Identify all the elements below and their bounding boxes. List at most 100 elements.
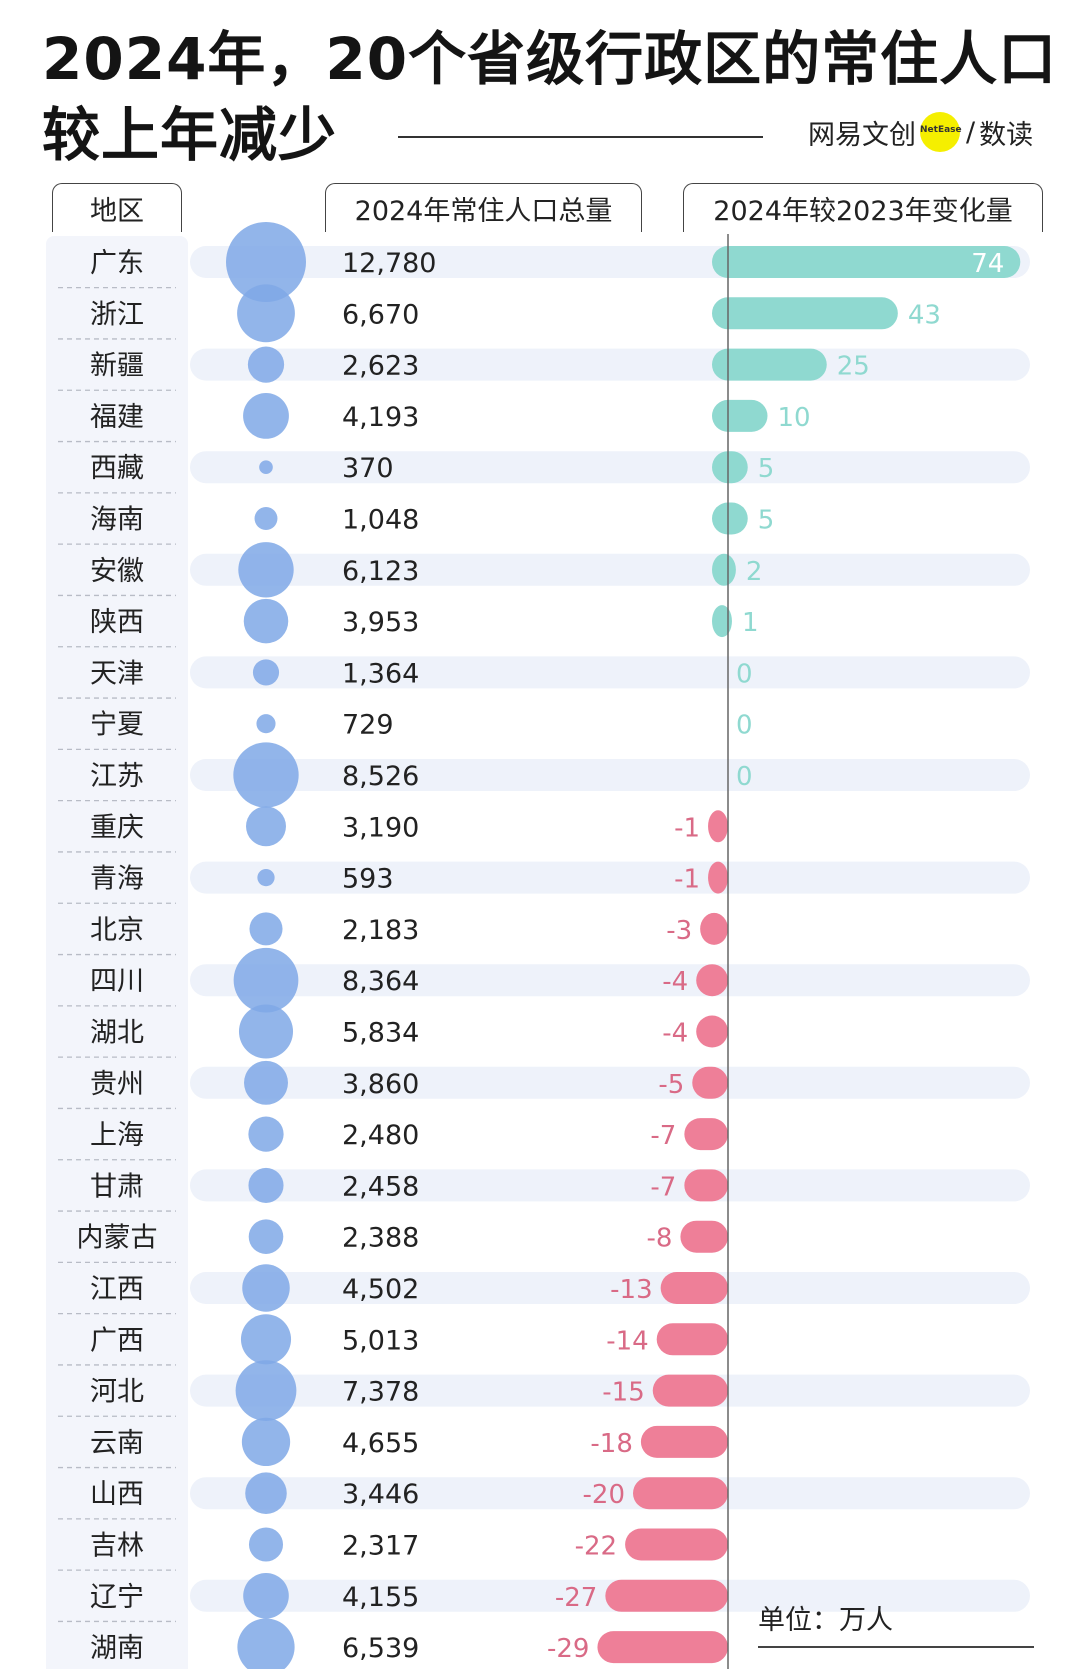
chart-title-line-2: 较上年减少 bbox=[42, 101, 338, 169]
change-value: -18 bbox=[590, 1429, 632, 1459]
region-label: 北京 bbox=[90, 915, 144, 946]
change-bar-negative bbox=[680, 1220, 728, 1253]
brand-sub: 数读 bbox=[979, 119, 1034, 151]
population-value: 2,388 bbox=[342, 1223, 419, 1254]
change-bar-negative bbox=[684, 1169, 728, 1202]
population-bubble bbox=[259, 460, 273, 475]
brand-slash: / bbox=[966, 116, 976, 148]
population-value: 1,364 bbox=[342, 658, 419, 689]
population-value: 6,670 bbox=[342, 299, 419, 330]
population-bubble bbox=[226, 222, 306, 302]
row-band bbox=[190, 1066, 1030, 1099]
change-value: -27 bbox=[555, 1583, 597, 1613]
title-divider bbox=[398, 136, 763, 138]
change-value: -22 bbox=[575, 1532, 617, 1562]
region-label: 山西 bbox=[90, 1479, 144, 1510]
change-bar-negative bbox=[692, 1066, 728, 1099]
change-value: 0 bbox=[736, 762, 753, 792]
change-bar-negative bbox=[597, 1631, 728, 1664]
row-band bbox=[190, 1272, 1030, 1304]
population-value: 6,539 bbox=[342, 1633, 419, 1664]
population-bubble bbox=[237, 284, 295, 343]
change-bar-negative bbox=[605, 1579, 728, 1612]
change-value: -15 bbox=[602, 1378, 644, 1408]
population-value: 3,953 bbox=[342, 607, 419, 638]
region-label: 海南 bbox=[90, 505, 144, 536]
population-bubble bbox=[257, 868, 275, 887]
population-value: 8,526 bbox=[342, 761, 419, 792]
change-bar-positive bbox=[712, 246, 1021, 278]
change-value: 5 bbox=[758, 506, 775, 536]
change-value: -7 bbox=[650, 1172, 676, 1202]
population-value: 4,655 bbox=[342, 1428, 419, 1459]
change-bar-negative bbox=[708, 861, 728, 894]
change-value: -5 bbox=[658, 1070, 684, 1100]
population-bubble bbox=[244, 1060, 288, 1105]
row-band bbox=[190, 1477, 1030, 1510]
population-bubble bbox=[237, 1618, 295, 1669]
population-bubble bbox=[249, 912, 283, 946]
change-bar-negative bbox=[708, 810, 728, 843]
population-value: 2,458 bbox=[342, 1171, 419, 1202]
change-bar-negative bbox=[625, 1528, 728, 1561]
row-separators bbox=[58, 286, 176, 1623]
change-bar-positive bbox=[712, 502, 748, 535]
population-bubble bbox=[233, 947, 299, 1013]
population-bubble bbox=[243, 1572, 289, 1619]
change-bar-positive bbox=[712, 605, 732, 638]
change-value: -1 bbox=[674, 865, 700, 895]
unit-label: 单位：万人 bbox=[758, 1605, 893, 1636]
population-value: 729 bbox=[342, 710, 394, 741]
header-region: 地区 bbox=[52, 183, 182, 232]
region-label: 河北 bbox=[90, 1377, 144, 1408]
brand-dot-text: NetEase bbox=[920, 125, 962, 135]
region-column-panel bbox=[46, 236, 188, 1669]
population-bubble bbox=[246, 806, 286, 847]
population-bubble bbox=[247, 346, 285, 383]
region-label: 青海 bbox=[90, 864, 144, 895]
region-label: 内蒙古 bbox=[77, 1223, 158, 1254]
population-bubble bbox=[243, 392, 289, 439]
change-bar-negative bbox=[660, 1272, 728, 1304]
region-label: 福建 bbox=[90, 402, 144, 433]
population-value: 2,183 bbox=[342, 915, 419, 946]
change-value: -3 bbox=[666, 916, 692, 946]
population-value: 370 bbox=[342, 453, 394, 484]
population-bubble bbox=[238, 542, 294, 598]
population-bubble bbox=[242, 1264, 290, 1312]
change-value: 25 bbox=[837, 352, 870, 382]
change-value: -29 bbox=[547, 1634, 589, 1664]
region-label: 广西 bbox=[90, 1325, 144, 1356]
row-band bbox=[190, 1169, 1030, 1202]
row-band bbox=[190, 1374, 1030, 1407]
change-bar-positive bbox=[712, 553, 736, 586]
change-bar-negative bbox=[640, 1425, 728, 1458]
row-band bbox=[190, 656, 1030, 689]
population-value: 4,155 bbox=[342, 1582, 419, 1613]
population-bubble bbox=[233, 742, 299, 808]
population-value: 2,623 bbox=[342, 351, 419, 382]
change-bar-negative bbox=[633, 1477, 728, 1510]
population-value: 1,048 bbox=[342, 505, 419, 536]
header-population: 2024年常住人口总量 bbox=[325, 183, 642, 232]
population-bubble bbox=[252, 659, 280, 686]
change-bar-positive bbox=[712, 348, 827, 381]
change-bar-negative bbox=[696, 1015, 728, 1048]
region-label: 四川 bbox=[90, 966, 144, 997]
region-label: 天津 bbox=[90, 658, 144, 689]
population-value: 3,860 bbox=[342, 1069, 419, 1100]
population-value: 5,013 bbox=[342, 1325, 419, 1356]
change-bar-negative bbox=[684, 1118, 728, 1151]
change-value: 0 bbox=[736, 711, 753, 741]
change-bar-negative bbox=[656, 1323, 728, 1356]
change-value: -13 bbox=[610, 1275, 652, 1305]
population-bubble bbox=[245, 1472, 287, 1514]
region-label: 浙江 bbox=[90, 299, 144, 330]
unit-rule bbox=[758, 1646, 1034, 1648]
brand-dot-icon: NetEase bbox=[920, 112, 962, 152]
change-value: -1 bbox=[674, 813, 700, 843]
population-value: 8,364 bbox=[342, 966, 419, 997]
region-label: 湖北 bbox=[90, 1018, 144, 1049]
region-label: 西藏 bbox=[90, 453, 144, 484]
